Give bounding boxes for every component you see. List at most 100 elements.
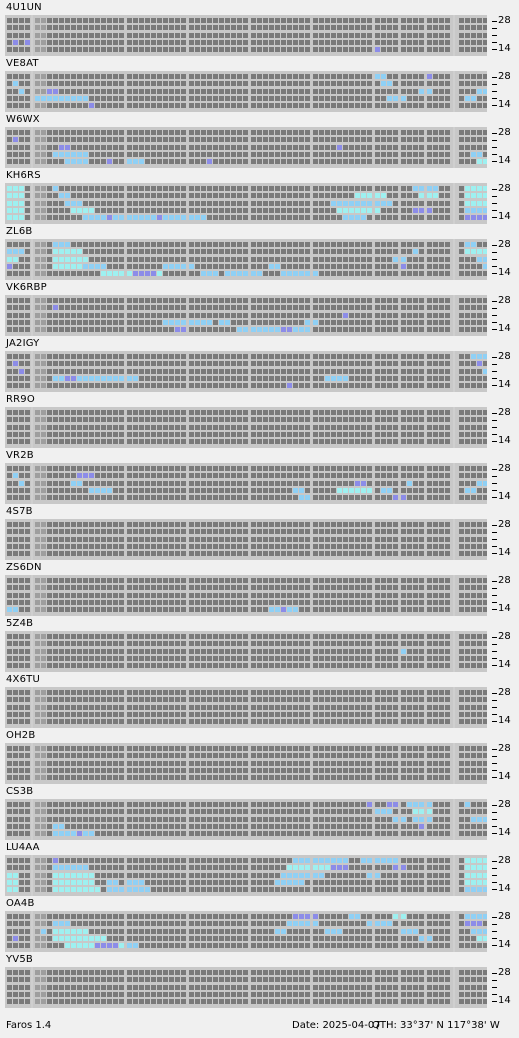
empty-cell (465, 537, 470, 542)
empty-cell (13, 432, 18, 437)
empty-cell (427, 264, 432, 269)
empty-cell (53, 47, 58, 52)
signal-cell (65, 376, 70, 381)
empty-cell (263, 186, 268, 191)
empty-cell (293, 47, 298, 52)
empty-cell (189, 417, 194, 422)
empty-cell (53, 585, 58, 590)
empty-cell (225, 25, 230, 30)
empty-cell (313, 383, 318, 388)
empty-cell (465, 298, 470, 303)
empty-cell (445, 656, 450, 661)
empty-cell (427, 242, 432, 247)
propagation-grid[interactable] (5, 575, 487, 616)
empty-cell (207, 137, 212, 142)
empty-cell (19, 25, 24, 30)
empty-cell (471, 537, 476, 542)
empty-cell (243, 25, 248, 30)
empty-cell (13, 417, 18, 422)
empty-cell (219, 529, 224, 534)
propagation-grid[interactable] (5, 631, 487, 672)
empty-cell (471, 649, 476, 654)
empty-cell (293, 544, 298, 549)
empty-cell (113, 473, 118, 478)
empty-cell (401, 74, 406, 79)
empty-cell (281, 33, 286, 38)
empty-cell (127, 186, 132, 191)
time-divider (453, 463, 455, 504)
empty-cell (19, 656, 24, 661)
signal-cell (201, 320, 206, 325)
empty-cell (133, 130, 138, 135)
empty-cell (427, 47, 432, 52)
empty-cell (41, 130, 46, 135)
empty-cell (319, 551, 324, 556)
signal-cell (53, 89, 58, 94)
empty-cell (237, 383, 242, 388)
empty-cell (439, 634, 444, 639)
empty-cell (251, 663, 256, 668)
propagation-grid[interactable] (5, 183, 487, 224)
empty-cell (477, 376, 482, 381)
signal-cell (95, 376, 100, 381)
empty-cell (127, 634, 132, 639)
empty-cell (287, 257, 292, 262)
empty-cell (445, 25, 450, 30)
propagation-grid[interactable] (5, 71, 487, 112)
empty-cell (89, 607, 94, 612)
empty-cell (225, 466, 230, 471)
empty-cell (305, 257, 310, 262)
empty-cell (381, 130, 386, 135)
propagation-grid[interactable] (5, 351, 487, 392)
empty-cell (195, 137, 200, 142)
empty-cell (175, 130, 180, 135)
empty-cell (407, 551, 412, 556)
empty-cell (331, 130, 336, 135)
propagation-grid[interactable] (5, 463, 487, 504)
empty-cell (387, 649, 392, 654)
empty-cell (459, 18, 464, 23)
empty-cell (107, 193, 112, 198)
empty-cell (407, 383, 412, 388)
signal-cell (349, 208, 354, 213)
propagation-grid[interactable] (5, 15, 487, 56)
empty-cell (225, 327, 230, 332)
empty-cell (381, 47, 386, 52)
empty-cell (299, 25, 304, 30)
empty-cell (231, 425, 236, 430)
propagation-grid[interactable] (5, 407, 487, 448)
empty-cell (47, 417, 52, 422)
empty-cell (59, 439, 64, 444)
empty-cell (459, 607, 464, 612)
empty-cell (59, 130, 64, 135)
empty-cell (195, 634, 200, 639)
empty-cell (293, 186, 298, 191)
empty-cell (427, 96, 432, 101)
empty-cell (439, 81, 444, 86)
propagation-grid[interactable] (5, 295, 487, 336)
empty-cell (213, 495, 218, 500)
signal-cell (293, 327, 298, 332)
empty-cell (281, 649, 286, 654)
empty-cell (269, 537, 274, 542)
empty-cell (207, 585, 212, 590)
signal-cell (157, 215, 162, 220)
empty-cell (407, 257, 412, 262)
propagation-grid[interactable] (5, 239, 487, 280)
empty-cell (189, 40, 194, 45)
empty-cell (257, 320, 262, 325)
propagation-grid[interactable] (5, 519, 487, 560)
empty-cell (225, 593, 230, 598)
empty-cell (19, 634, 24, 639)
empty-cell (433, 137, 438, 142)
empty-cell (439, 466, 444, 471)
empty-cell (83, 607, 88, 612)
empty-cell (225, 130, 230, 135)
signal-cell (355, 215, 360, 220)
empty-cell (325, 327, 330, 332)
propagation-grid[interactable] (5, 127, 487, 168)
empty-cell (375, 137, 380, 142)
empty-cell (413, 607, 418, 612)
signal-cell (169, 320, 174, 325)
empty-cell (7, 432, 12, 437)
